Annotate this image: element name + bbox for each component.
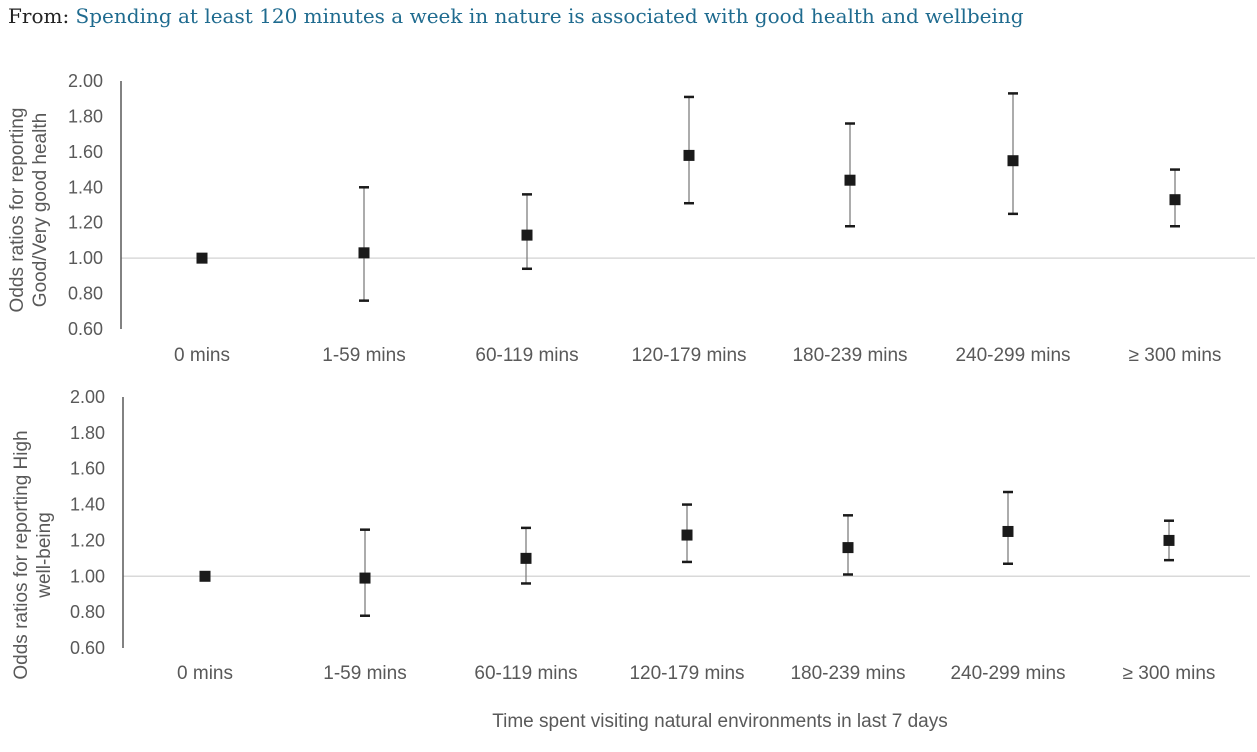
x-category-label: 180-239 mins	[792, 345, 907, 366]
odds-ratio-marker	[1002, 525, 1014, 537]
odds-ratio-marker	[842, 542, 854, 554]
x-category-label: 60-119 mins	[475, 345, 578, 366]
y-axis-title-line: well-being	[34, 512, 55, 599]
x-category-label: 1-59 mins	[323, 663, 406, 684]
odds-ratio-marker	[1163, 534, 1175, 546]
wellbeing-panel: 2.00 1.80 1.60 1.40 1.20 1.00 0.80 0.60 Odds rat…	[11, 387, 1250, 684]
health-panel: 2.00 1.80 1.60 1.40 1.20 1.00 0.80 0.60 Odds rat…	[7, 71, 1255, 366]
x-category-label: 120-179 mins	[631, 345, 746, 366]
y-tick-label: 0.80	[70, 602, 105, 622]
odds-ratio-marker	[199, 570, 211, 582]
x-axis-title: Time spent visiting natural environments…	[492, 711, 948, 732]
y-tick-label: 1.00	[70, 566, 105, 586]
y-axis-title-line: Good/Very good health	[30, 113, 51, 307]
odds-ratio-marker	[196, 252, 208, 264]
error-bar	[359, 186, 369, 302]
x-category-label: ≥ 300 mins	[1129, 345, 1222, 366]
x-category-label: 60-119 mins	[474, 663, 577, 684]
odds-ratio-marker	[1007, 155, 1019, 167]
odds-ratio-marker	[359, 572, 371, 584]
y-tick-label: 2.00	[70, 387, 105, 407]
odds-ratio-marker	[521, 229, 533, 241]
y-tick-label: 0.60	[70, 638, 105, 658]
x-category-label: 180-239 mins	[790, 663, 905, 684]
y-tick-label: 0.80	[68, 284, 103, 304]
odds-ratio-marker	[1169, 194, 1181, 206]
y-tick-label: 0.60	[68, 319, 103, 339]
y-tick-label: 1.20	[70, 530, 105, 550]
y-tick-label: 1.20	[68, 213, 103, 233]
odds-ratio-marker	[683, 149, 695, 161]
odds-ratio-marker	[358, 247, 370, 259]
y-axis-title-line: Odds ratios for reporting	[7, 108, 28, 313]
y-tick-label: 1.00	[68, 248, 103, 268]
odds-ratio-marker	[520, 552, 532, 564]
x-category-label: ≥ 300 mins	[1123, 663, 1216, 684]
y-tick-label: 1.60	[68, 142, 103, 162]
error-bar	[1008, 92, 1018, 216]
x-category-label: 240-299 mins	[950, 663, 1065, 684]
x-category-label: 120-179 mins	[629, 663, 744, 684]
source-prefix: From:	[8, 4, 70, 28]
x-category-label: 240-299 mins	[955, 345, 1070, 366]
figure-source-line: From: Spending at least 120 minutes a we…	[8, 4, 1024, 28]
y-tick-label: 1.80	[68, 106, 103, 126]
x-category-label: 1-59 mins	[322, 345, 405, 366]
odds-ratio-marker	[681, 529, 693, 541]
y-tick-label: 1.80	[70, 423, 105, 443]
y-tick-label: 2.00	[68, 71, 103, 91]
article-title-link[interactable]: Spending at least 120 minutes a week in …	[75, 4, 1024, 28]
y-tick-label: 1.40	[70, 495, 105, 515]
y-tick-label: 1.60	[70, 459, 105, 479]
y-axis-title-line: Odds ratios for reporting High	[11, 430, 32, 679]
x-category-label: 0 mins	[174, 345, 230, 366]
x-category-label: 0 mins	[177, 663, 233, 684]
odds-ratio-marker	[844, 174, 856, 186]
y-tick-label: 1.40	[68, 177, 103, 197]
